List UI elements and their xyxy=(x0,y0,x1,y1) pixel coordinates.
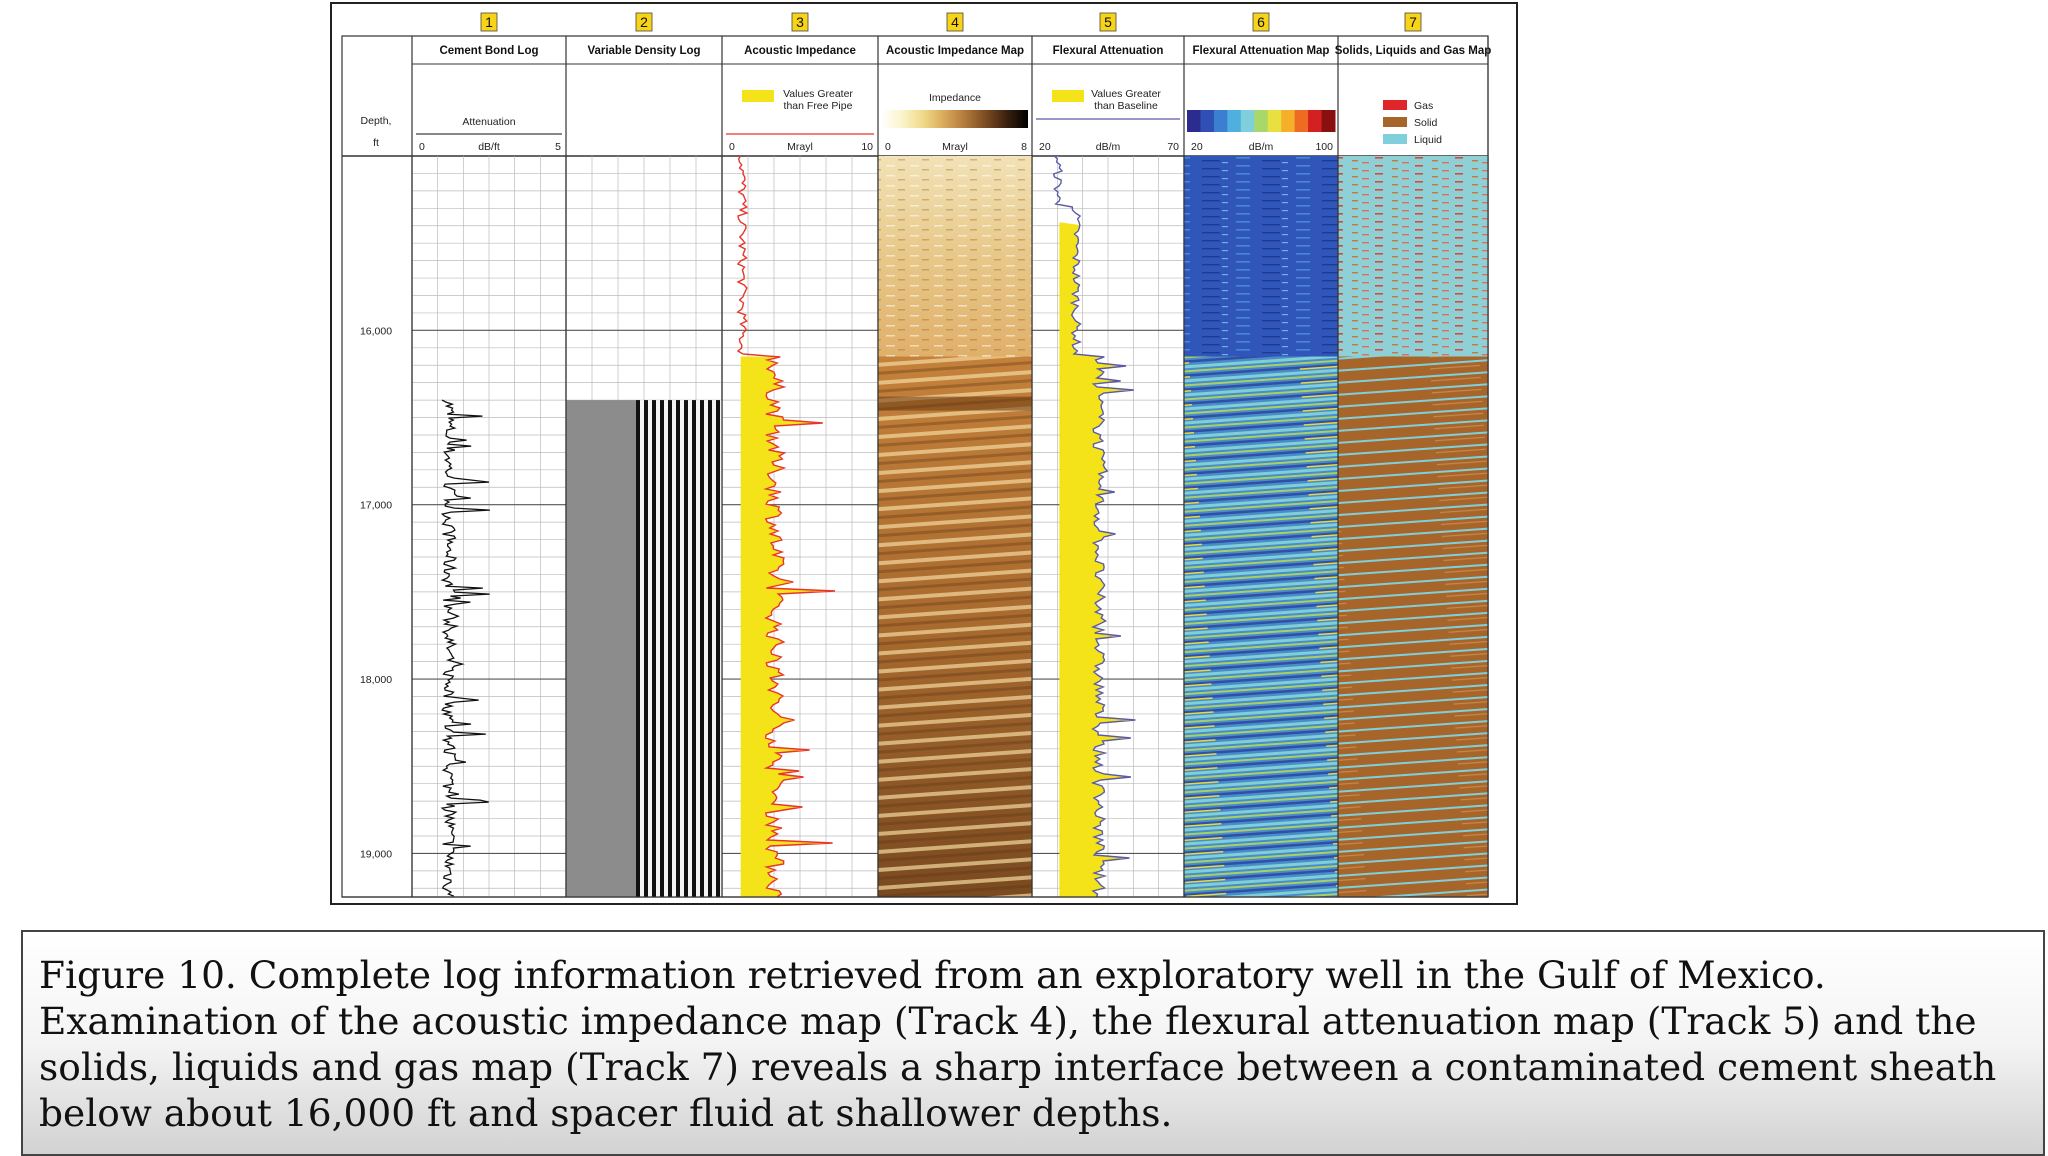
flexural-colorbar-block xyxy=(1281,110,1296,132)
slg-map-lower xyxy=(1338,356,1488,898)
track-number-badge xyxy=(1099,12,1117,32)
scale-min: 0 xyxy=(419,141,425,153)
impedance-legend-swatch xyxy=(742,90,774,102)
depth-tick-label: 16,000 xyxy=(360,325,392,337)
track-title: Cement Bond Log xyxy=(439,45,538,57)
flexural-colorbar-block xyxy=(1200,110,1215,132)
scale-max: 5 xyxy=(555,141,561,153)
scale-max: 10 xyxy=(861,141,873,153)
flexural-fill xyxy=(1059,222,1136,897)
flexural-colorbar-block xyxy=(1227,110,1242,132)
flexural-colorbar-block xyxy=(1213,110,1228,132)
track-title: Acoustic Impedance Map xyxy=(886,45,1024,57)
flexural-legend-swatch xyxy=(1052,90,1084,102)
depth-header-label: Depth, xyxy=(361,115,392,127)
scale-min: 0 xyxy=(885,141,891,153)
impedance-legend-line2: than Free Pipe xyxy=(784,100,853,112)
flexural-map-upper xyxy=(1184,156,1338,357)
impedance-curve xyxy=(736,155,836,898)
impedance-map-upper-texture xyxy=(878,156,1032,357)
impedance-fill xyxy=(740,356,835,898)
scale-max: 70 xyxy=(1167,141,1179,153)
flexural-map-lower xyxy=(1184,356,1338,898)
scale-unit: dB/m xyxy=(1096,141,1121,153)
track-title: Solids, Liquids and Gas Map xyxy=(1335,45,1492,57)
flexural-legend-line2: than Baseline xyxy=(1094,100,1158,112)
depth-tick-label: 19,000 xyxy=(360,848,392,860)
track-title: Acoustic Impedance xyxy=(744,45,856,57)
slg-map-upper xyxy=(1338,156,1488,357)
slg-legend-swatch xyxy=(1383,100,1407,110)
impedance-map-dark-band xyxy=(878,396,1032,411)
flexural-colorbar-block xyxy=(1240,110,1255,132)
flexural-colorbar-block xyxy=(1254,110,1269,132)
scale-unit: Mrayl xyxy=(787,141,813,153)
scale-unit: dB/ft xyxy=(478,141,500,153)
track-number: 3 xyxy=(796,14,804,30)
depth-unit-label: ft xyxy=(373,137,379,149)
depth-tick-label: 18,000 xyxy=(360,674,392,686)
vdl-gray-zone xyxy=(566,400,636,897)
impedance-colorbar-label: Impedance xyxy=(929,92,981,104)
scale-min: 20 xyxy=(1039,141,1051,153)
impedance-colorbar xyxy=(882,110,1028,128)
caption-box: Figure 10. Complete log information retr… xyxy=(21,930,2045,1156)
track-number-badge xyxy=(791,12,809,32)
track-number-badge xyxy=(946,12,964,32)
cbl-curve-label: Attenuation xyxy=(462,116,515,128)
slg-legend-swatch xyxy=(1383,117,1407,127)
flexural-colorbar-block xyxy=(1321,110,1336,132)
slg-legend-label: Solid xyxy=(1414,117,1438,129)
flexural-colorbar-block xyxy=(1294,110,1309,132)
impedance-map-lower-bands xyxy=(878,356,1032,898)
track-number: 4 xyxy=(951,14,959,30)
slg-legend-label: Gas xyxy=(1414,100,1433,112)
track-number: 7 xyxy=(1409,14,1417,30)
track-number-badge xyxy=(480,12,498,32)
scale-min: 20 xyxy=(1191,141,1203,153)
vdl-waveform-bands xyxy=(636,400,722,897)
scale-min: 0 xyxy=(729,141,735,153)
track-title: Variable Density Log xyxy=(587,45,700,57)
scale-unit: Mrayl xyxy=(942,141,968,153)
slg-legend-label: Liquid xyxy=(1414,134,1442,146)
track-number-badge xyxy=(1252,12,1270,32)
cbl-attenuation-curve xyxy=(440,399,490,897)
track-number: 2 xyxy=(640,14,648,30)
flexural-colorbar-block xyxy=(1308,110,1323,132)
flexural-legend-line1: Values Greater xyxy=(1091,88,1161,100)
track-number: 1 xyxy=(485,14,493,30)
track-grid xyxy=(1032,156,1184,897)
track-number-badge xyxy=(1404,12,1422,32)
figure-caption: Figure 10. Complete log information retr… xyxy=(39,953,1997,1135)
scale-max: 100 xyxy=(1315,141,1333,153)
log-figure: Depth, ft 1 Cement Bond Log 0 dB/ft 5 2 Variable… xyxy=(330,2,1518,905)
depth-tick-label: 17,000 xyxy=(360,500,392,512)
flexural-colorbar-block xyxy=(1267,110,1282,132)
track-number-badge xyxy=(635,12,653,32)
track-title: Flexural Attenuation xyxy=(1053,45,1164,57)
track-title: Flexural Attenuation Map xyxy=(1193,45,1330,57)
track-grid xyxy=(412,156,566,897)
slg-legend-swatch xyxy=(1383,134,1407,144)
well-log-diagram: Depth, ft 1 Cement Bond Log 0 dB/ft 5 2 Variable… xyxy=(341,12,1492,898)
scale-max: 8 xyxy=(1021,141,1027,153)
track-number: 6 xyxy=(1257,14,1265,30)
track-number: 5 xyxy=(1104,14,1112,30)
flexural-colorbar-block xyxy=(1187,110,1201,132)
scale-unit: dB/m xyxy=(1249,141,1274,153)
impedance-legend-line1: Values Greater xyxy=(783,88,853,100)
flexural-curve xyxy=(1052,155,1136,898)
